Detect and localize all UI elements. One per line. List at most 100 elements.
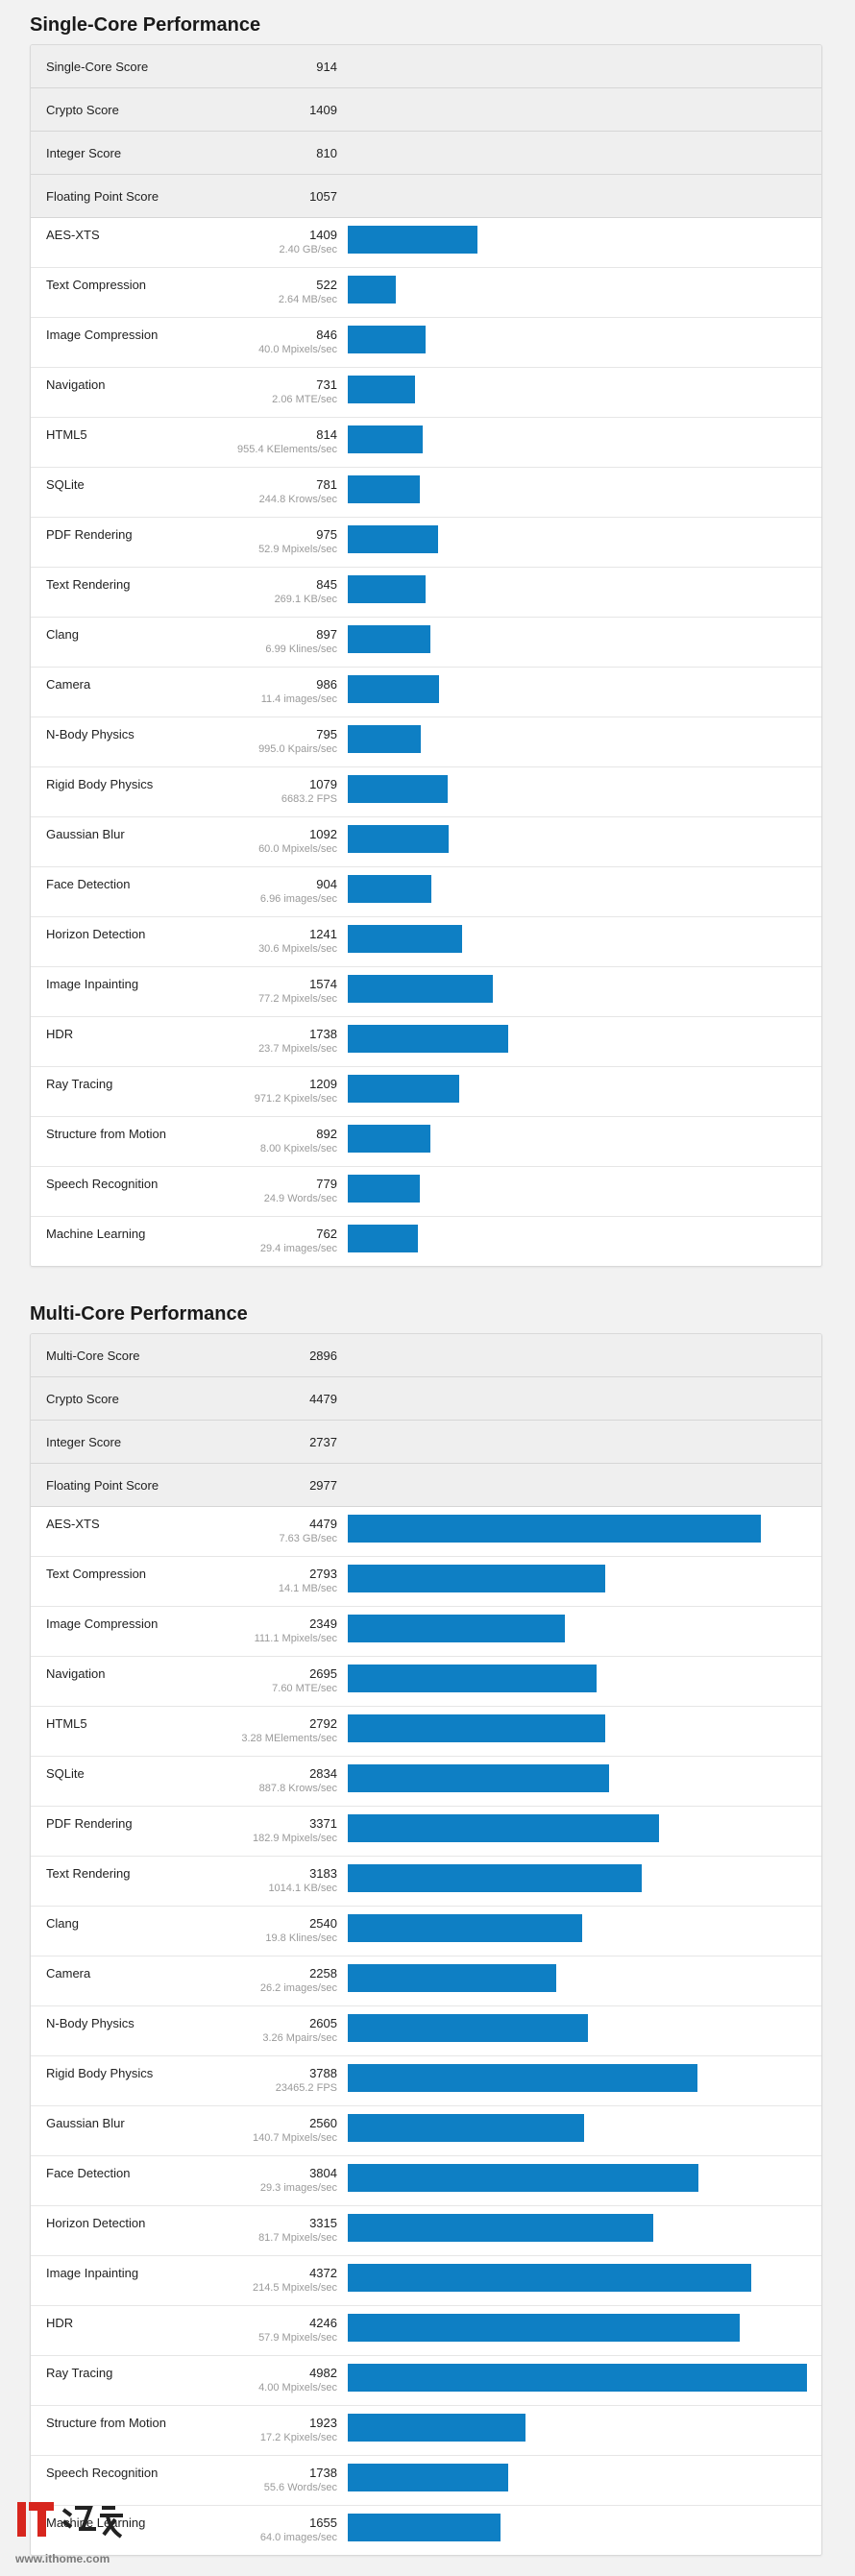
benchmark-score: 2349 xyxy=(309,1616,337,1631)
benchmark-score: 897 xyxy=(316,627,337,642)
benchmark-bar xyxy=(348,2264,751,2292)
benchmark-score: 1241 xyxy=(309,927,337,941)
benchmark-bar-track xyxy=(348,775,809,803)
benchmark-row: Face Detection 3804 29.3 images/sec xyxy=(31,2156,821,2206)
benchmark-score: 1209 xyxy=(309,1077,337,1091)
benchmark-name: AES-XTS xyxy=(46,1517,100,1531)
benchmark-score: 4479 xyxy=(309,1517,337,1531)
benchmark-detail: 24.9 Words/sec xyxy=(263,1193,337,1204)
benchmark-score: 762 xyxy=(316,1227,337,1241)
benchmark-score: 814 xyxy=(316,427,337,442)
summary-value: 2977 xyxy=(309,1478,337,1493)
summary-label: Integer Score xyxy=(46,146,122,160)
benchmark-row: AES-XTS 4479 7.63 GB/sec xyxy=(31,1507,821,1557)
benchmark-name: Machine Learning xyxy=(46,1227,146,1241)
benchmark-detail: 55.6 Words/sec xyxy=(263,2482,337,2493)
benchmark-name: Ray Tracing xyxy=(46,2366,113,2380)
benchmark-detail: 6683.2 FPS xyxy=(281,793,337,805)
benchmark-detail: 3.26 Mpairs/sec xyxy=(262,2032,337,2044)
benchmark-bar-track xyxy=(348,1714,809,1742)
benchmark-row: Machine Learning 762 29.4 images/sec xyxy=(31,1217,821,1266)
summary-row: Floating Point Score 2977 xyxy=(31,1464,821,1507)
benchmark-bar xyxy=(348,725,421,753)
benchmark-name: Camera xyxy=(46,1966,91,1981)
summary-row: Crypto Score 4479 xyxy=(31,1377,821,1421)
benchmark-name: AES-XTS xyxy=(46,228,100,242)
benchmark-name: Structure from Motion xyxy=(46,2416,166,2430)
benchmark-row: Clang 2540 19.8 Klines/sec xyxy=(31,1907,821,1956)
benchmark-row: Gaussian Blur 2560 140.7 Mpixels/sec xyxy=(31,2106,821,2156)
benchmark-row: HDR 1738 23.7 Mpixels/sec xyxy=(31,1017,821,1067)
benchmark-detail: 14.1 MB/sec xyxy=(278,1583,337,1594)
benchmark-score: 846 xyxy=(316,328,337,342)
benchmark-bar-track xyxy=(348,875,809,903)
summary-row: Multi-Core Score 2896 xyxy=(31,1334,821,1377)
benchmark-name: Horizon Detection xyxy=(46,927,146,941)
benchmark-row: SQLite 2834 887.8 Krows/sec xyxy=(31,1757,821,1807)
benchmark-score: 781 xyxy=(316,477,337,492)
summary-row: Integer Score 2737 xyxy=(31,1421,821,1464)
benchmark-bar-track xyxy=(348,2414,809,2442)
summary-label: Floating Point Score xyxy=(46,189,159,204)
benchmark-row: Rigid Body Physics 1079 6683.2 FPS xyxy=(31,767,821,817)
benchmark-name: HTML5 xyxy=(46,427,87,442)
benchmark-bar xyxy=(348,1864,642,1892)
benchmark-bar xyxy=(348,1714,605,1742)
benchmark-score: 3788 xyxy=(309,2066,337,2080)
summary-row: Floating Point Score 1057 xyxy=(31,175,821,218)
benchmark-row: Image Inpainting 4372 214.5 Mpixels/sec xyxy=(31,2256,821,2306)
benchmark-name: Image Inpainting xyxy=(46,2266,139,2280)
benchmark-score: 4372 xyxy=(309,2266,337,2280)
benchmark-detail: 60.0 Mpixels/sec xyxy=(258,843,337,855)
benchmark-bar xyxy=(348,1075,459,1103)
benchmark-detail: 57.9 Mpixels/sec xyxy=(258,2332,337,2344)
benchmark-bar-track xyxy=(348,2514,809,2541)
benchmark-bar-track xyxy=(348,1225,809,1252)
benchmark-score: 1092 xyxy=(309,827,337,841)
benchmark-bar-track xyxy=(348,276,809,304)
benchmark-name: Text Compression xyxy=(46,1567,147,1581)
benchmark-bar-track xyxy=(348,2314,809,2342)
summary-value: 1057 xyxy=(309,189,337,204)
benchmark-bar xyxy=(348,2364,807,2392)
benchmark-detail: 23.7 Mpixels/sec xyxy=(258,1043,337,1055)
benchmark-detail: 29.3 images/sec xyxy=(259,2182,337,2194)
benchmark-row: Horizon Detection 1241 30.6 Mpixels/sec xyxy=(31,917,821,967)
benchmark-bar xyxy=(348,1764,609,1792)
benchmark-detail: 955.4 KElements/sec xyxy=(237,444,337,455)
summary-label: Crypto Score xyxy=(46,103,119,117)
benchmark-name: Text Compression xyxy=(46,278,147,292)
summary-label: Single-Core Score xyxy=(46,60,149,74)
benchmark-score: 845 xyxy=(316,577,337,592)
summary-label: Crypto Score xyxy=(46,1392,119,1406)
benchmark-detail: 995.0 Kpairs/sec xyxy=(258,743,337,755)
benchmark-name: Face Detection xyxy=(46,2166,131,2180)
summary-value: 2896 xyxy=(309,1349,337,1363)
benchmark-bar-track xyxy=(348,2014,809,2042)
benchmark-bar xyxy=(348,276,396,304)
benchmark-bar xyxy=(348,525,438,553)
benchmark-bar-track xyxy=(348,2064,809,2092)
benchmark-name: HDR xyxy=(46,2316,74,2330)
benchmark-score: 2793 xyxy=(309,1567,337,1581)
benchmark-row: Speech Recognition 779 24.9 Words/sec xyxy=(31,1167,821,1217)
multi-core-title: Multi-Core Performance xyxy=(30,1303,248,1324)
benchmark-bar-track xyxy=(348,1125,809,1153)
benchmark-score: 986 xyxy=(316,677,337,692)
benchmark-row: HDR 4246 57.9 Mpixels/sec xyxy=(31,2306,821,2356)
summary-row: Crypto Score 1409 xyxy=(31,88,821,132)
benchmark-name: Structure from Motion xyxy=(46,1127,166,1141)
benchmark-row: Gaussian Blur 1092 60.0 Mpixels/sec xyxy=(31,817,821,867)
benchmark-detail: 8.00 Kpixels/sec xyxy=(259,1143,337,1154)
benchmark-bar-track xyxy=(348,475,809,503)
benchmark-bar xyxy=(348,1225,418,1252)
benchmark-row: Clang 897 6.99 Klines/sec xyxy=(31,618,821,668)
benchmark-name: Ray Tracing xyxy=(46,1077,113,1091)
single-core-section: Single-Core Performance Single-Core Scor… xyxy=(30,6,822,1267)
benchmark-row: Image Compression 2349 111.1 Mpixels/sec xyxy=(31,1607,821,1657)
benchmark-detail: 3.28 MElements/sec xyxy=(241,1733,337,1744)
benchmark-row: Camera 986 11.4 images/sec xyxy=(31,668,821,717)
ithome-url: www.ithome.com xyxy=(15,2552,110,2565)
benchmark-detail: 52.9 Mpixels/sec xyxy=(258,544,337,555)
benchmark-bar xyxy=(348,1125,430,1153)
